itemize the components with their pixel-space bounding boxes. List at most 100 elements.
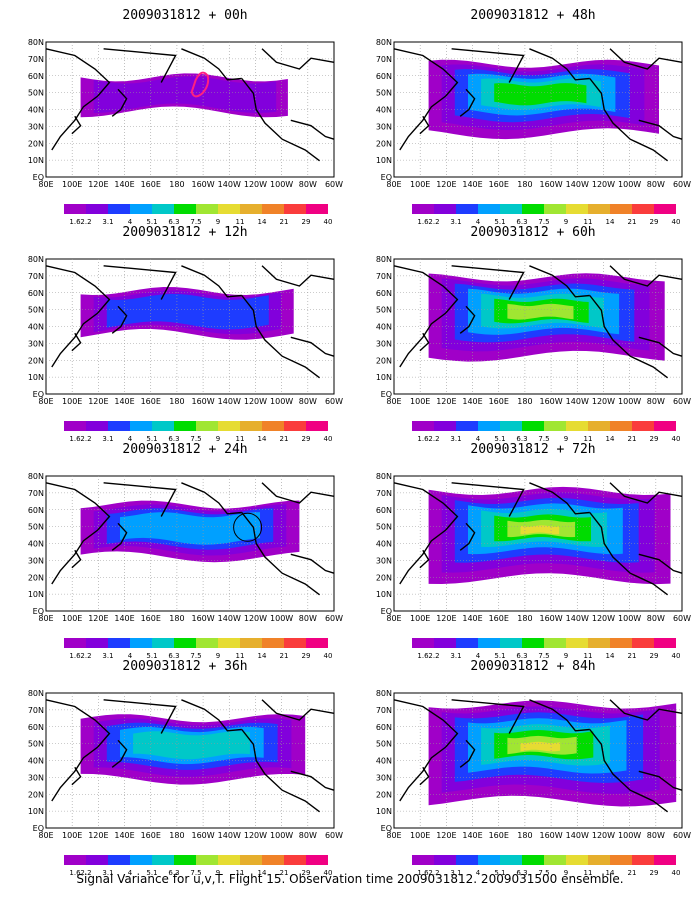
colorbar-swatch [544,204,566,214]
lat-tick-label: 40N [28,540,44,549]
colorbar-label: 5.1 [146,869,157,877]
colorbar-label: 3.1 [102,652,113,660]
colorbar: 1.6 2.2 3.1 4 5.1 6.3 7.5 9 11 14 21 29 40 [404,853,684,879]
lon-tick-label: 80E [38,614,53,623]
lon-tick-label: 100W [618,180,641,189]
lon-tick-label: 120E [88,614,108,623]
colorbar-label: 21 [280,435,289,443]
colorbar-swatch [632,638,654,648]
coastline [638,553,683,574]
lat-tick-label: EQ [33,390,44,399]
lon-tick-label: 140W [218,397,241,406]
coastline [451,699,525,734]
lon-tick-label: 100E [62,397,82,406]
lon-tick-label: 80E [386,180,401,189]
panel-title: 2009031812 + 72h [470,442,596,457]
colorbar-label: 3.1 [102,218,113,226]
lon-tick-label: 160W [539,614,562,623]
coastline [261,265,335,287]
colorbar-label: 1.6 [69,652,81,660]
lon-tick-label: 120W [592,180,615,189]
colorbar-swatch [130,855,152,865]
lon-tick-label: 60W [673,614,691,623]
lat-tick-label: EQ [381,390,392,399]
colorbar-label: 3.1 [450,652,461,660]
coastline [241,78,321,162]
lon-tick-label: 120E [436,831,456,840]
colorbar-label: 1.6 [69,218,81,226]
coastline [609,48,683,70]
colorbar-swatch [108,421,130,431]
lon-tick-label: 60W [325,831,343,840]
lat-tick-label: 10N [28,373,44,382]
colorbar-label: 7.5 [538,869,549,877]
panel-48h: 2009031812 + 48h 80N 70N 60N 50N 40N 30N 20N 10… [368,8,698,226]
lon-tick-label: 80W [647,614,665,623]
colorbar-swatch [240,855,262,865]
coastline [181,48,242,81]
colorbar-swatch [412,204,434,214]
colorbar-label: 4 [476,652,481,660]
coastline [638,119,683,140]
lon-tick-label: 80E [38,180,53,189]
colorbar-swatch [412,638,434,648]
lat-tick-label: 50N [28,523,44,532]
coastline [419,766,430,786]
colorbar-label: 6.3 [516,218,527,226]
colorbar-swatch [262,855,284,865]
lat-tick-label: 50N [28,306,44,315]
coastline [529,482,590,515]
figure-caption: Signal Variance for u,v,T. Flight 15. Ob… [76,872,624,886]
lon-tick-label: 100E [410,180,430,189]
colorbar-label: 5.1 [146,435,157,443]
lat-tick-label: 20N [28,790,44,799]
lat-tick-label: 40N [28,323,44,332]
colorbar-label: 3.1 [450,435,461,443]
colorbar-swatch [566,638,588,648]
colorbar-label: 14 [606,435,615,443]
lon-tick-label: 100W [618,397,641,406]
lon-tick-label: 160E [141,397,161,406]
colorbar-swatch [632,204,654,214]
coastline [111,305,128,334]
lat-tick-label: 80N [28,689,44,698]
colorbar-label: 1.6 [417,652,429,660]
colorbar-swatch [284,855,306,865]
lon-tick-label: 100E [62,831,82,840]
lon-tick-label: 160W [539,831,562,840]
colorbar-swatch [610,421,632,431]
colorbar-swatch [86,638,108,648]
lat-tick-label: 20N [376,356,392,365]
coastline [589,512,669,596]
lat-tick-label: 70N [376,489,392,498]
colorbar-swatch [500,204,522,214]
lat-tick-label: 60N [28,72,44,81]
observation-circle [233,512,263,542]
colorbar-label: 1.6 [417,435,429,443]
lon-tick-label: 120W [592,614,615,623]
colorbar-label: 7.5 [538,652,549,660]
coastline [589,78,669,162]
lat-tick-label: 10N [376,590,392,599]
coastline [103,48,177,83]
colorbar-swatch [196,421,218,431]
lon-tick-label: 60W [673,397,691,406]
lat-tick-label: 70N [376,55,392,64]
lat-tick-label: 20N [28,356,44,365]
colorbar-label: 9 [564,218,568,226]
lon-tick-label: 120W [592,831,615,840]
colorbar-swatch [566,855,588,865]
colorbar-label: 1.6 [69,869,81,877]
colorbar-label: 6.3 [168,218,179,226]
colorbar-swatch [130,638,152,648]
lat-tick-label: 30N [28,122,44,131]
colorbar-swatch [284,204,306,214]
lat-tick-label: 50N [28,740,44,749]
lon-tick-label: 160W [191,614,214,623]
lon-tick-label: 140W [566,397,589,406]
coastline [71,332,82,352]
map-plot: 80N 70N 60N 50N 40N 30N 20N 10N EQ 80E 100E 120E 140… [20,464,350,629]
colorbar-swatch [108,855,130,865]
